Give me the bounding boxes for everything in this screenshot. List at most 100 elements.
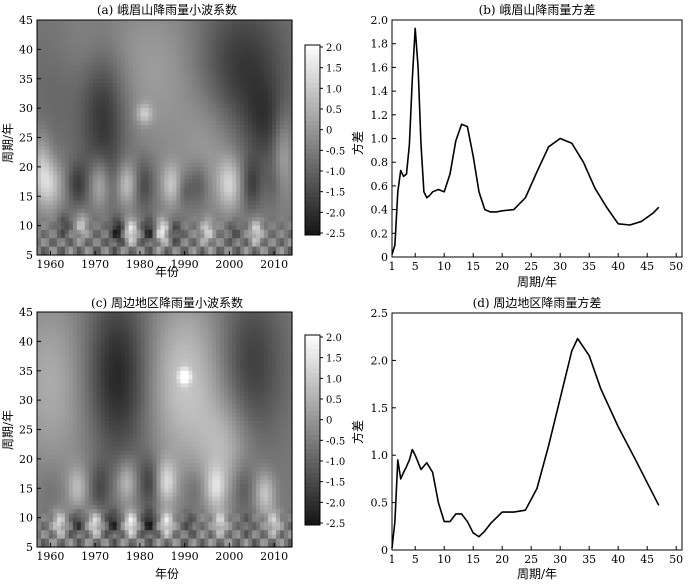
panel-a-heatmap-cell [60,166,66,172]
panel-a-heatmap-cell [188,217,193,223]
panel-c-heatmap-cell [44,387,50,393]
panel-a-heatmap-cell [288,217,293,223]
panel-a-heatmap-cell [52,150,58,155]
panel-a-heatmap-cell [108,242,114,248]
panel-a-heatmap-cell [284,154,289,160]
panel-c-heatmap-cell [252,370,257,376]
panel-a-heatmap-cell [40,137,46,143]
panel-a-heatmap-cell [208,49,213,55]
panel-a-heatmap-cell [108,66,114,71]
panel-c-heatmap-cell [56,337,62,342]
panel-a-heatmap-cell [224,124,229,130]
panel-a-heatmap-cell [208,137,213,143]
panel-a-heatmap-cell [100,225,106,231]
panel-a-heatmap-cell [88,200,94,206]
panel-a-heatmap-cell [72,145,78,151]
panel-a-heatmap-cell [184,49,189,55]
panel-a-heatmap-cell [196,95,201,101]
panel-a-heatmap-cell [40,82,46,88]
panel-a-heatmap-cell [260,154,265,160]
panel-a-heatmap-cell [120,183,126,189]
panel-c-heatmap-cell [184,379,189,384]
panel-c-heatmap-cell [220,312,225,317]
panel-c-heatmap-cell [68,312,74,317]
panel-a-heatmap-cell [96,225,102,231]
panel-c-heatmap-cell [252,353,257,359]
panel-a-heatmap-cell [84,166,90,172]
panel-a-heatmap-cell [116,208,122,214]
panel-c-heatmap-cell [37,337,42,342]
panel-c-heatmap-cell [200,328,205,334]
panel-a-heatmap-cell [276,124,281,130]
panel-c-heatmap-cell [128,370,134,376]
panel-a-heatmap-cell [168,150,174,155]
panel-c-heatmap-cell [52,379,58,384]
panel-a-heatmap-cell [252,49,257,55]
panel-c-heatmap-cell [268,320,273,326]
panel-a-heatmap-cell [76,28,82,34]
panel-a-heatmap-cell [56,162,62,168]
panel-a-heatmap-cell [264,103,269,109]
panel-a-heatmap-cell [248,171,253,176]
panel-a-heatmap-cell [80,87,86,92]
panel-a-heatmap-cell [232,137,237,143]
panel-a-colorbar-tick-label: 0.5 [326,105,342,116]
panel-a-heatmap-cell [60,221,66,227]
panel-a-heatmap-cell [56,242,62,248]
panel-a-heatmap-cell [56,24,62,29]
panel-a-heatmap-cell [96,133,102,139]
panel-a-heatmap-cell [268,238,273,244]
panel-c-heatmap-cell [152,341,158,347]
panel-a-heatmap-cell [164,234,170,239]
panel-a-heatmap-cell [72,74,78,80]
panel-a-heatmap-cell [124,141,130,147]
panel-c-heatmap-cell [40,366,46,372]
panel-c-heatmap-cell [264,337,269,342]
panel-a-heatmap-cell [88,187,94,193]
panel-a-heatmap-cell [288,145,293,151]
panel-a-heatmap-cell [40,141,46,147]
panel-a-heatmap-cell [72,61,78,67]
panel-a-heatmap-cell [208,242,213,248]
panel-a-heatmap-cell [52,183,58,189]
panel-a-heatmap-cell [188,120,193,126]
panel-a-heatmap-cell [172,246,178,252]
panel-a-heatmap-cell [252,162,257,168]
panel-a-heatmap-cell [284,32,289,38]
panel-a-heatmap-cell [72,20,78,25]
panel-c-heatmap-cell [108,320,114,326]
panel-c-heatmap-cell [172,328,178,334]
panel-a-heatmap-cell [160,141,166,147]
panel-a-heatmap-cell [128,171,134,176]
panel-a-heatmap-cell [172,116,178,122]
panel-a-heatmap-cell [224,129,229,134]
panel-a-heatmap-cell [112,74,118,80]
panel-a-heatmap-cell [184,200,189,206]
panel-c-heatmap-cell [208,328,213,334]
panel-a-heatmap-cell [232,242,237,248]
panel-a-heatmap-cell [252,40,257,46]
panel-a-heatmap-cell [52,87,58,92]
panel-a-heatmap-cell [216,74,221,80]
panel-a-heatmap-cell [152,66,158,71]
panel-a-heatmap-cell [168,91,174,97]
panel-a-heatmap-cell [212,53,217,59]
panel-a-colorbar-tick-label: 1.5 [326,64,342,75]
panel-a-heatmap-cell [268,74,273,80]
panel-c-heatmap-cell [168,312,174,317]
panel-a-heatmap-cell [92,32,98,38]
panel-a-heatmap-cell [148,200,154,206]
panel-c-heatmap-cell [188,366,193,372]
panel-a-heatmap-cell [248,82,253,88]
panel-c-heatmap-cell [260,337,265,342]
panel-a-heatmap-cell [76,116,82,122]
panel-a-heatmap-cell [256,112,261,118]
panel-a-heatmap-cell [76,150,82,155]
panel-c-heatmap-cell [120,312,126,317]
panel-a-heatmap-cell [212,171,217,176]
panel-a-heatmap-cell [252,141,257,147]
panel-c-heatmap-cell [180,337,186,342]
panel-a-heatmap-cell [240,196,245,202]
panel-a-heatmap-cell [184,78,189,84]
panel-c-heatmap-cell [144,312,150,317]
